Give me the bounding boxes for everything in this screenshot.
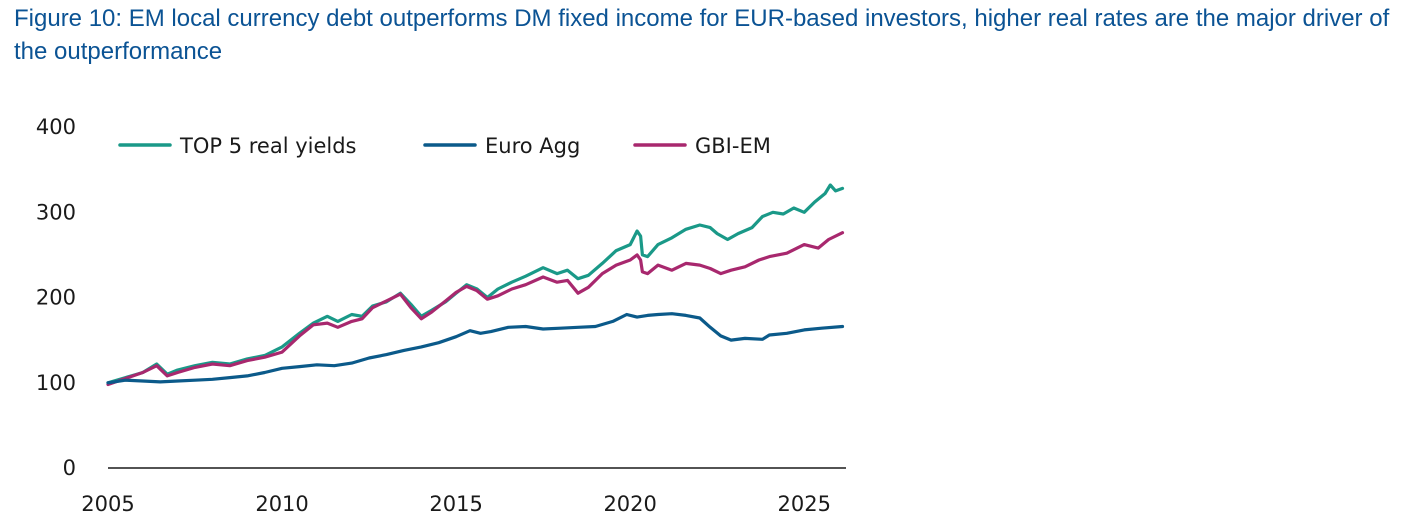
series-line-euro-agg — [106, 312, 845, 385]
chart-title: Figure 10: EM local currency debt outper… — [14, 5, 1390, 65]
y-tick-label: 200 — [36, 286, 76, 310]
series-lines — [106, 183, 845, 387]
x-axis-tick-labels: 2005 2010 2015 2020 2025 — [81, 492, 831, 516]
legend-label: Euro Agg — [485, 134, 580, 158]
legend: TOP 5 real yields Euro Agg GBI-EM — [118, 134, 771, 158]
y-tick-label: 100 — [36, 371, 76, 395]
x-tick-label: 2020 — [603, 492, 656, 516]
y-axis-tick-labels: 0 100 200 300 400 — [36, 115, 76, 480]
legend-label: TOP 5 real yields — [179, 134, 357, 158]
y-tick-label: 300 — [36, 200, 76, 224]
x-tick-label: 2015 — [429, 492, 482, 516]
x-tick-label: 2005 — [81, 492, 134, 516]
legend-label: GBI-EM — [695, 134, 771, 158]
x-tick-label: 2025 — [777, 492, 830, 516]
y-tick-label: 400 — [36, 115, 76, 139]
series-line-top-5-real-yields — [106, 183, 845, 385]
x-tick-label: 2010 — [255, 492, 308, 516]
series-line-gbi-em — [106, 231, 845, 387]
y-tick-label: 0 — [63, 456, 76, 480]
